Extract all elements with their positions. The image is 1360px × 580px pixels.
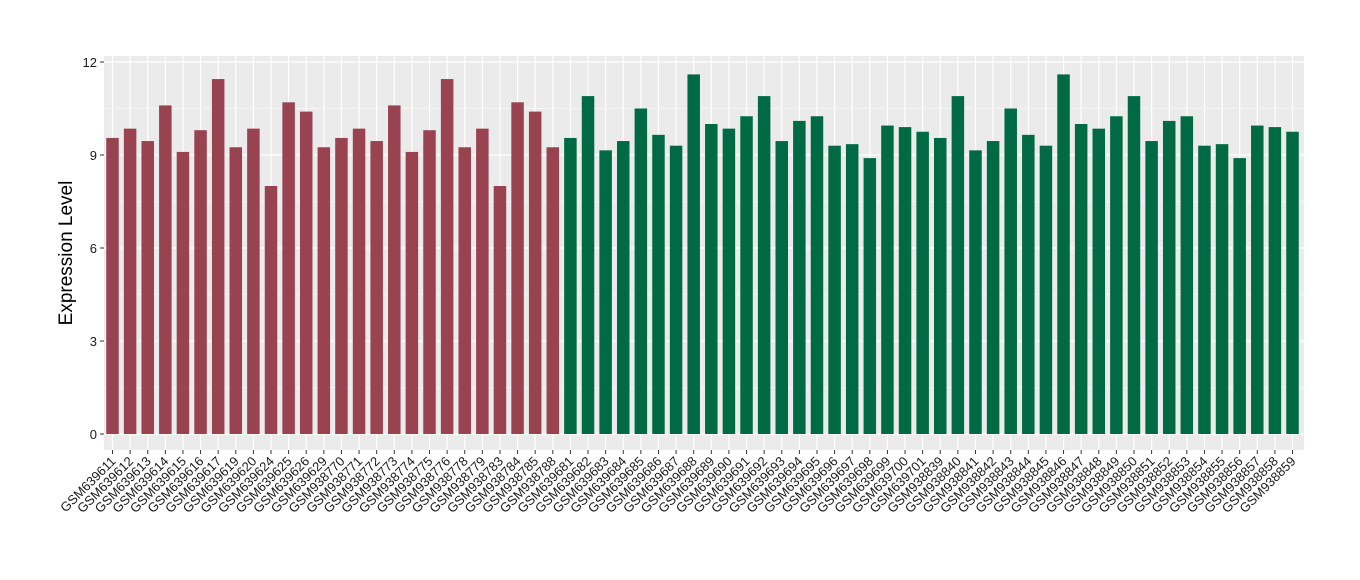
bar bbox=[1074, 124, 1088, 434]
bar bbox=[1004, 108, 1017, 434]
y-tick-label: 0 bbox=[90, 427, 97, 442]
bar bbox=[511, 102, 524, 435]
bar bbox=[1286, 131, 1299, 434]
bar bbox=[1198, 145, 1211, 434]
bar bbox=[1268, 127, 1282, 434]
bar bbox=[969, 150, 982, 434]
y-tick-label: 9 bbox=[90, 148, 97, 163]
bar bbox=[211, 79, 225, 435]
bar bbox=[317, 147, 331, 434]
y-tick-label: 12 bbox=[83, 55, 97, 70]
bar bbox=[247, 128, 260, 434]
bar bbox=[863, 158, 877, 434]
bar bbox=[634, 108, 648, 434]
y-axis: 0 3 6 9 12 bbox=[83, 55, 104, 442]
bar bbox=[282, 102, 295, 435]
bar bbox=[493, 186, 507, 434]
bar bbox=[423, 130, 436, 434]
bar bbox=[141, 141, 154, 435]
bar bbox=[1039, 145, 1053, 434]
bar bbox=[599, 150, 612, 434]
bar bbox=[388, 105, 401, 435]
bar bbox=[1215, 144, 1229, 434]
bar bbox=[106, 137, 119, 434]
y-tick-label: 3 bbox=[90, 334, 97, 349]
y-axis-label: Expression Level bbox=[56, 181, 77, 326]
bar bbox=[793, 120, 806, 435]
bar bbox=[1110, 116, 1123, 434]
bar bbox=[299, 111, 313, 434]
bar bbox=[775, 141, 789, 435]
bar bbox=[476, 128, 489, 434]
bar bbox=[757, 96, 771, 434]
bar bbox=[669, 145, 683, 434]
bar bbox=[159, 105, 172, 435]
bar bbox=[740, 116, 753, 434]
bar bbox=[528, 111, 542, 434]
bar bbox=[1092, 128, 1106, 434]
bar bbox=[335, 137, 348, 434]
bar bbox=[123, 128, 137, 434]
bar bbox=[458, 147, 471, 434]
bar bbox=[1022, 134, 1035, 434]
bar bbox=[176, 151, 190, 434]
bar bbox=[986, 141, 1000, 435]
bar bbox=[405, 151, 419, 434]
bar bbox=[705, 124, 718, 434]
bar bbox=[951, 96, 965, 434]
bar bbox=[652, 134, 665, 434]
bar bbox=[1233, 158, 1246, 434]
bar bbox=[1057, 74, 1070, 435]
bar bbox=[194, 130, 207, 434]
bar bbox=[916, 131, 929, 434]
bar bbox=[1251, 125, 1264, 435]
bar bbox=[810, 116, 824, 434]
bar bbox=[264, 186, 278, 434]
bar bbox=[229, 147, 243, 434]
bar bbox=[898, 127, 912, 434]
bars bbox=[106, 74, 1299, 435]
bar bbox=[828, 145, 841, 434]
bar bbox=[352, 128, 366, 434]
x-axis: GSM639611GSM639612GSM639613GSM639614GSM6… bbox=[57, 450, 1299, 516]
bar bbox=[1162, 120, 1176, 435]
bar bbox=[687, 74, 700, 435]
bar bbox=[934, 137, 947, 434]
bar bbox=[564, 137, 577, 434]
bar bbox=[581, 96, 595, 434]
bar bbox=[722, 128, 736, 434]
bar bbox=[1127, 96, 1141, 434]
bar bbox=[370, 141, 383, 435]
bar bbox=[440, 79, 454, 435]
bar bbox=[546, 147, 560, 434]
bar bbox=[881, 125, 894, 435]
bar bbox=[1145, 141, 1158, 435]
y-tick-label: 6 bbox=[90, 241, 97, 256]
bar bbox=[1180, 116, 1194, 434]
bar bbox=[845, 144, 859, 434]
bar bbox=[616, 141, 630, 435]
